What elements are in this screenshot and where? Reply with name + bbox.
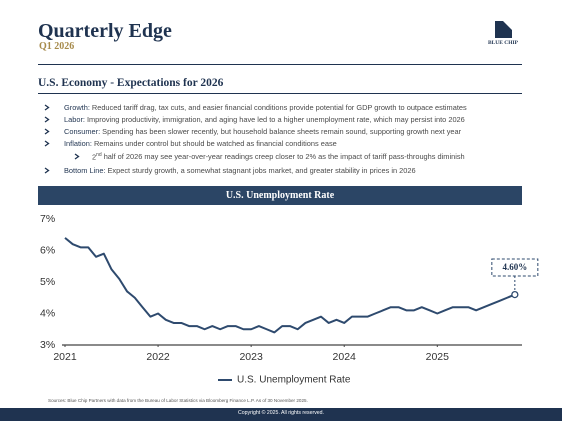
footer-bar <box>0 408 562 421</box>
sub-bullet: 2nd half of 2026 may see year-over-year r… <box>92 152 465 161</box>
bullet-label: Consumer: <box>64 127 101 136</box>
doc-subtitle: Q1 2026 <box>39 41 75 52</box>
bullet-label: Bottom Line: <box>64 166 106 175</box>
bullet-label: Growth: <box>64 103 90 112</box>
x-tick-label: 2021 <box>53 351 77 363</box>
bullet-text: Spending has been slower recently, but h… <box>102 127 462 136</box>
y-tick-label: 5% <box>40 276 55 288</box>
chart-title: U.S. Unemployment Rate <box>38 186 522 205</box>
section-title: U.S. Economy - Expectations for 2026 <box>38 77 224 89</box>
y-tick-label: 7% <box>40 213 55 225</box>
legend-label: U.S. Unemployment Rate <box>237 375 351 386</box>
doc-title: Quarterly Edge <box>38 20 172 42</box>
end-point <box>511 290 519 299</box>
series-line <box>64 237 516 334</box>
bullet-text: Expect sturdy growth, a somewhat stagnan… <box>107 166 416 175</box>
bullet: Bottom Line: Expect sturdy growth, a some… <box>64 166 416 175</box>
bullet: Inflation: Remains under control but shou… <box>64 139 337 148</box>
annotation-box <box>491 258 539 277</box>
bullet-marker <box>44 128 50 135</box>
copyright: Copyright © 2025. All rights reserved. <box>238 410 324 416</box>
x-tick-label: 2023 <box>239 351 263 363</box>
y-tick-label: 3% <box>40 339 55 351</box>
y-tick-label: 4% <box>40 307 55 319</box>
x-tick-label: 2025 <box>426 351 450 363</box>
bullet-marker <box>74 153 80 160</box>
sub-bullet-text: half of 2026 may see year-over-year read… <box>103 152 465 162</box>
ordinal: 2 <box>92 152 97 162</box>
section-rule <box>38 93 522 94</box>
logo-icon <box>495 21 512 38</box>
annotation-label: 4.60% <box>502 262 527 272</box>
bullet-text: Remains under control but should be watc… <box>93 139 337 148</box>
ordinal-suffix: nd <box>96 152 102 158</box>
bullet-label: Labor: <box>64 115 85 124</box>
source-note: Sources: Blue Chip Partners with data fr… <box>48 398 308 403</box>
header-rule <box>38 64 522 65</box>
x-tick-label: 2024 <box>333 351 357 363</box>
y-tick-label: 6% <box>40 244 55 256</box>
bullet-label: Inflation: <box>64 139 92 148</box>
bullet-marker <box>44 116 50 123</box>
bullet-text: Reduced tariff drag, tax cuts, and easie… <box>91 103 467 112</box>
bullet-text: Improving productivity, immigration, and… <box>86 115 465 124</box>
bullet-marker <box>44 167 50 174</box>
logo-text: BLUE CHIP <box>487 40 519 46</box>
bullet-marker <box>44 104 50 111</box>
bullet: Consumer: Spending has been slower recent… <box>64 127 461 136</box>
bullet: Labor: Improving productivity, immigratio… <box>64 115 465 124</box>
x-tick-label: 2022 <box>146 351 170 363</box>
bullet: Growth: Reduced tariff drag, tax cuts, an… <box>64 103 467 112</box>
bullet-marker <box>44 140 50 147</box>
